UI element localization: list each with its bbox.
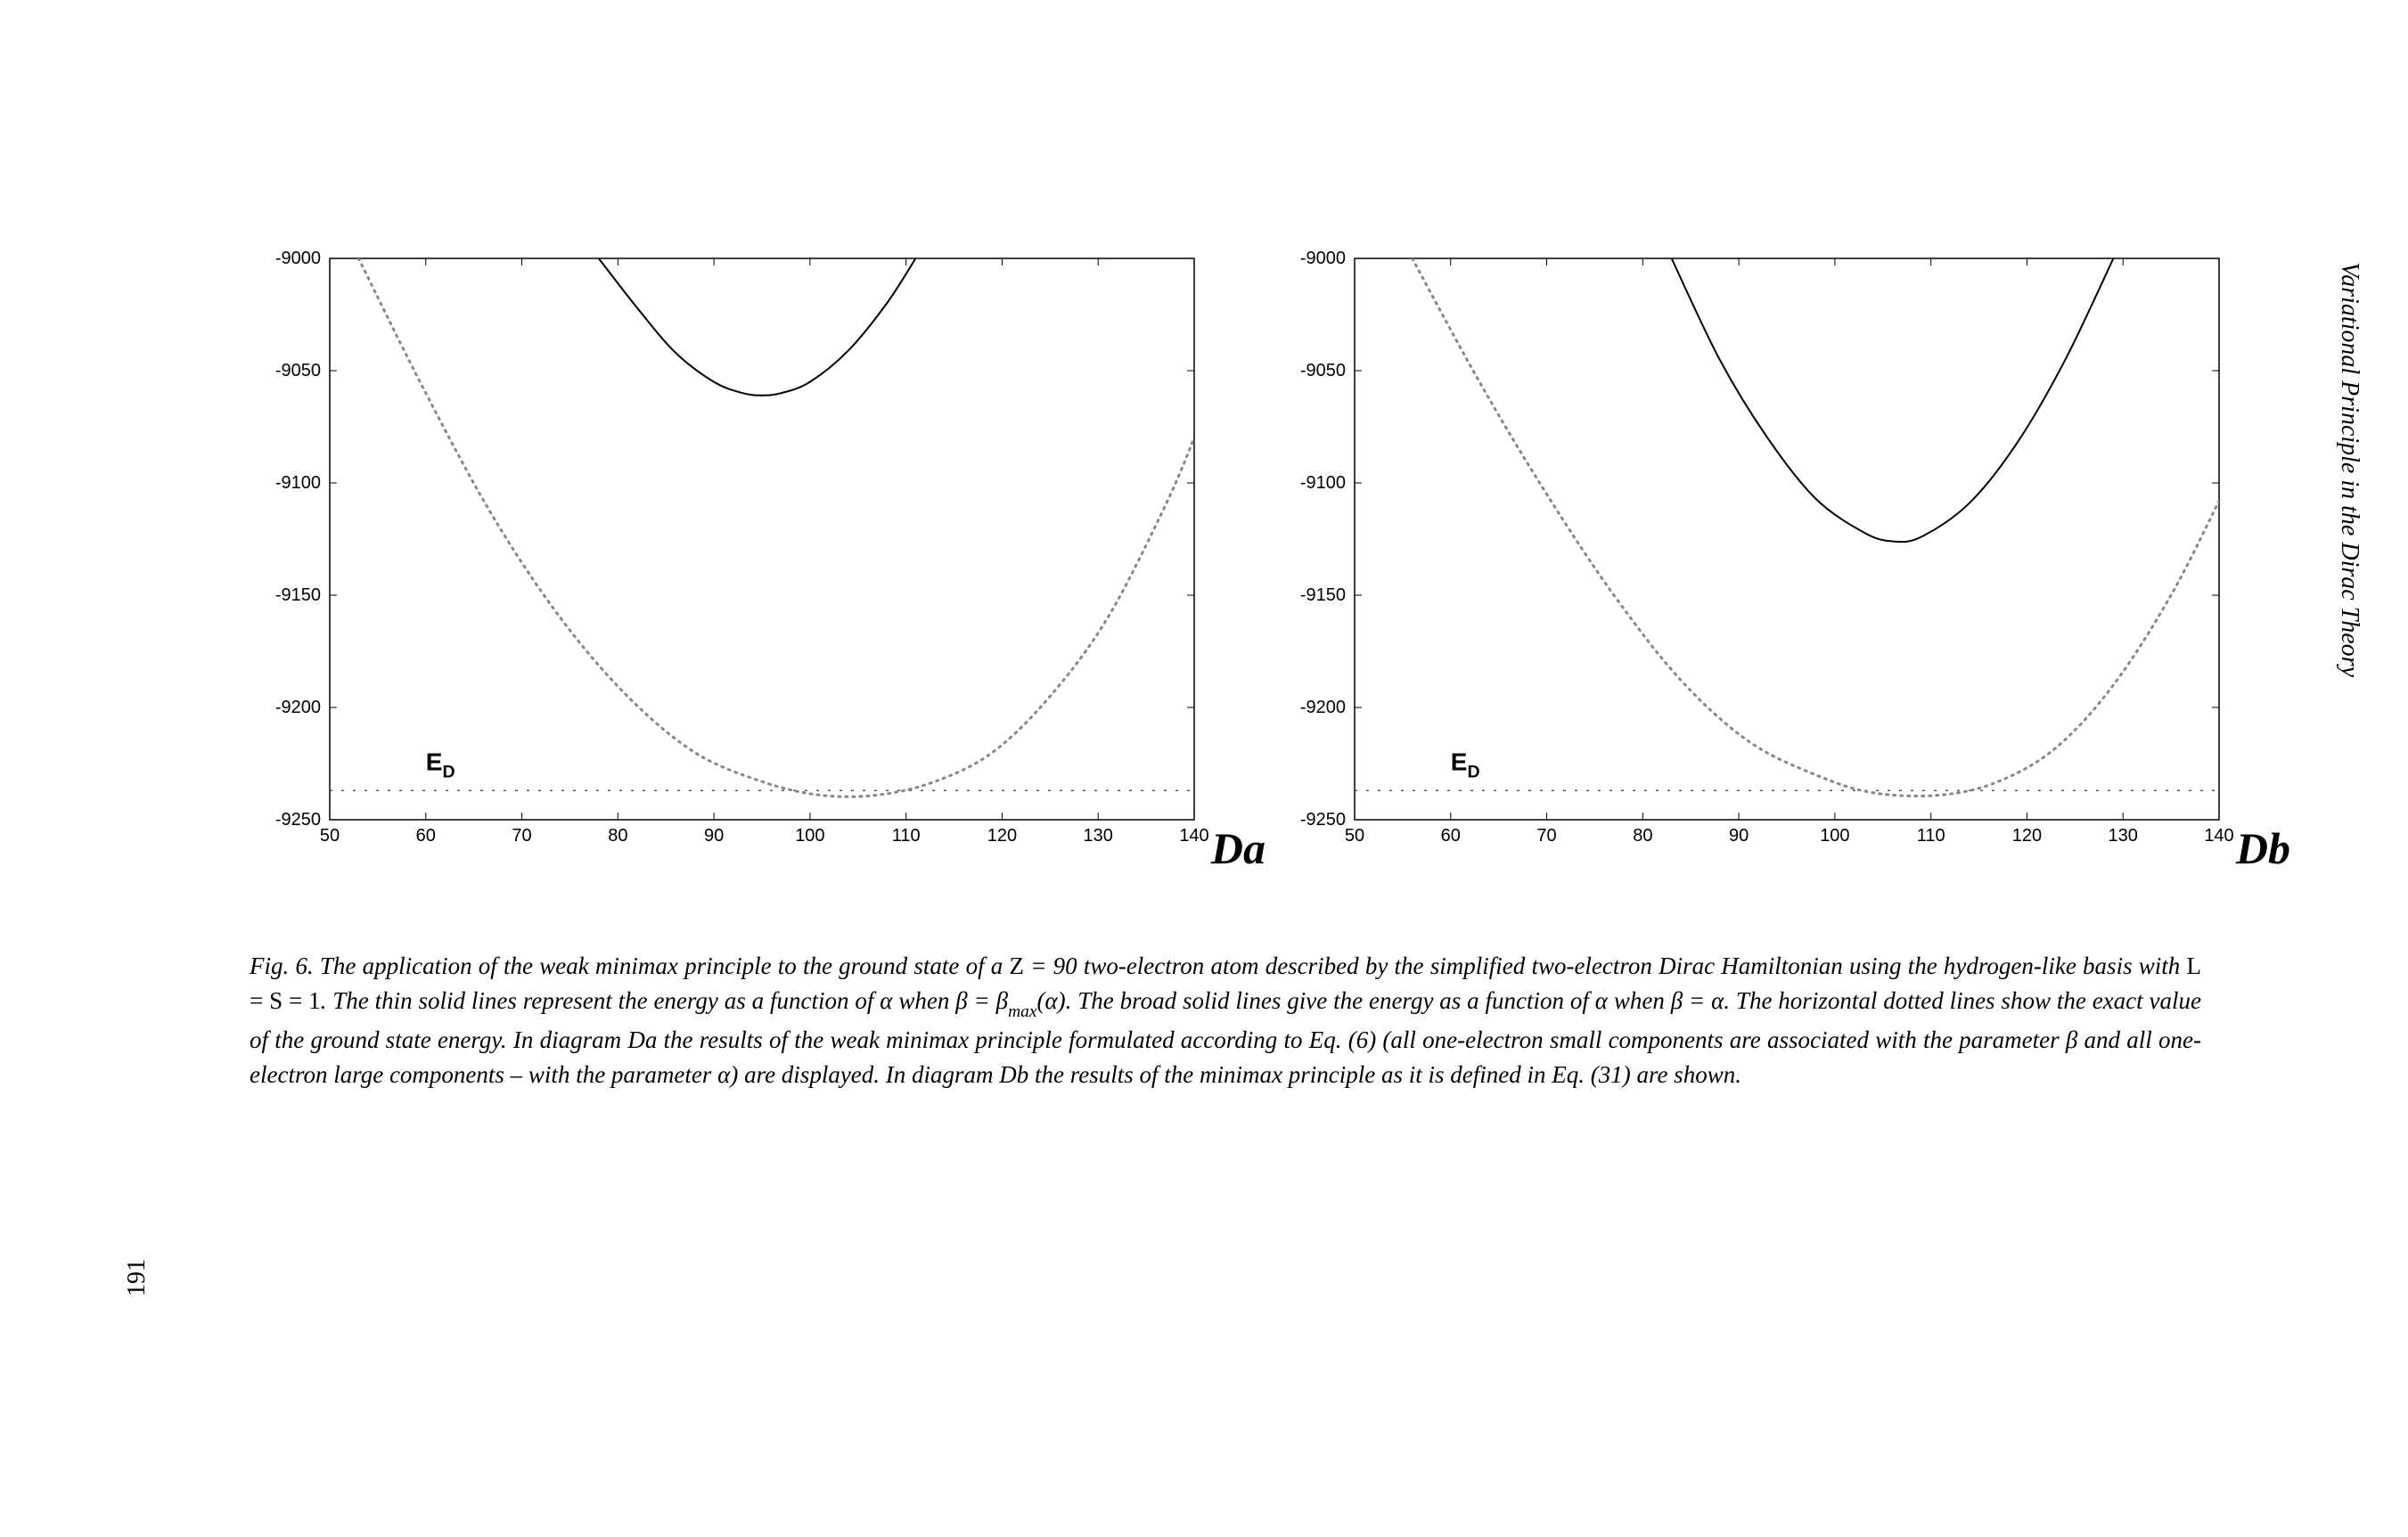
svg-text:90: 90 [1729,826,1749,846]
svg-text:-9000: -9000 [1300,249,1346,268]
svg-text:-9150: -9150 [1300,585,1346,605]
svg-text:120: 120 [987,826,1017,846]
svg-text:70: 70 [1536,826,1556,846]
page-root: 50 60 70 80 90 100 110 120 130 140 -9250 -9200 -9150… [0,0,2408,1537]
svg-text:140: 140 [1179,826,1208,846]
charts-row: 50 60 70 80 90 100 110 120 130 140 -9250 -9200 -9150… [250,249,2210,869]
svg-text:-9200: -9200 [1300,698,1346,717]
svg-text:50: 50 [1345,826,1364,846]
svg-text:-9050: -9050 [275,361,321,380]
svg-text:-9150: -9150 [275,585,321,605]
svg-text:70: 70 [512,826,531,846]
svg-text:-9100: -9100 [1300,473,1346,493]
svg-text:-9250: -9250 [1300,810,1346,830]
svg-text:-9000: -9000 [275,249,321,268]
svg-text:110: 110 [892,826,921,846]
figure-6: 50 60 70 80 90 100 110 120 130 140 -9250 -9200 -9150… [250,249,2210,1092]
chart-Db-panel-label: Db [2236,822,2290,874]
svg-text:80: 80 [608,826,627,846]
svg-text:140: 140 [2204,826,2233,846]
chart-Da: 50 60 70 80 90 100 110 120 130 140 -9250 -9200 -9150… [250,249,1212,864]
svg-text:130: 130 [1084,826,1113,846]
svg-text:90: 90 [704,826,724,846]
svg-text:50: 50 [320,826,340,846]
svg-text:120: 120 [2012,826,2042,846]
figure-caption: Fig. 6. The application of the weak mini… [250,949,2201,1092]
svg-text:-9200: -9200 [275,698,321,717]
chart-Da-block: 50 60 70 80 90 100 110 120 130 140 -9250 -9200 -9150… [250,249,1212,869]
svg-text:60: 60 [416,826,436,846]
svg-text:-9100: -9100 [275,473,321,493]
running-title: Variational Principle in the Dirac Theor… [2335,262,2363,677]
svg-text:60: 60 [1441,826,1461,846]
svg-text:110: 110 [1917,826,1945,846]
svg-text:130: 130 [2109,826,2138,846]
svg-text:100: 100 [1820,826,1849,846]
svg-text:100: 100 [795,826,824,846]
page-number: 191 [123,1259,152,1296]
chart-Db: 50 60 70 80 90 100 110 120 130 140 -9250 -9200 -9150… [1274,249,2237,864]
chart-Db-block: 50 60 70 80 90 100 110 120 130 140 -9250 -9200 -9150… [1274,249,2237,869]
chart-Da-panel-label: Da [1211,822,1265,874]
svg-text:80: 80 [1633,826,1652,846]
svg-text:-9050: -9050 [1300,361,1346,380]
svg-text:-9250: -9250 [275,810,321,830]
